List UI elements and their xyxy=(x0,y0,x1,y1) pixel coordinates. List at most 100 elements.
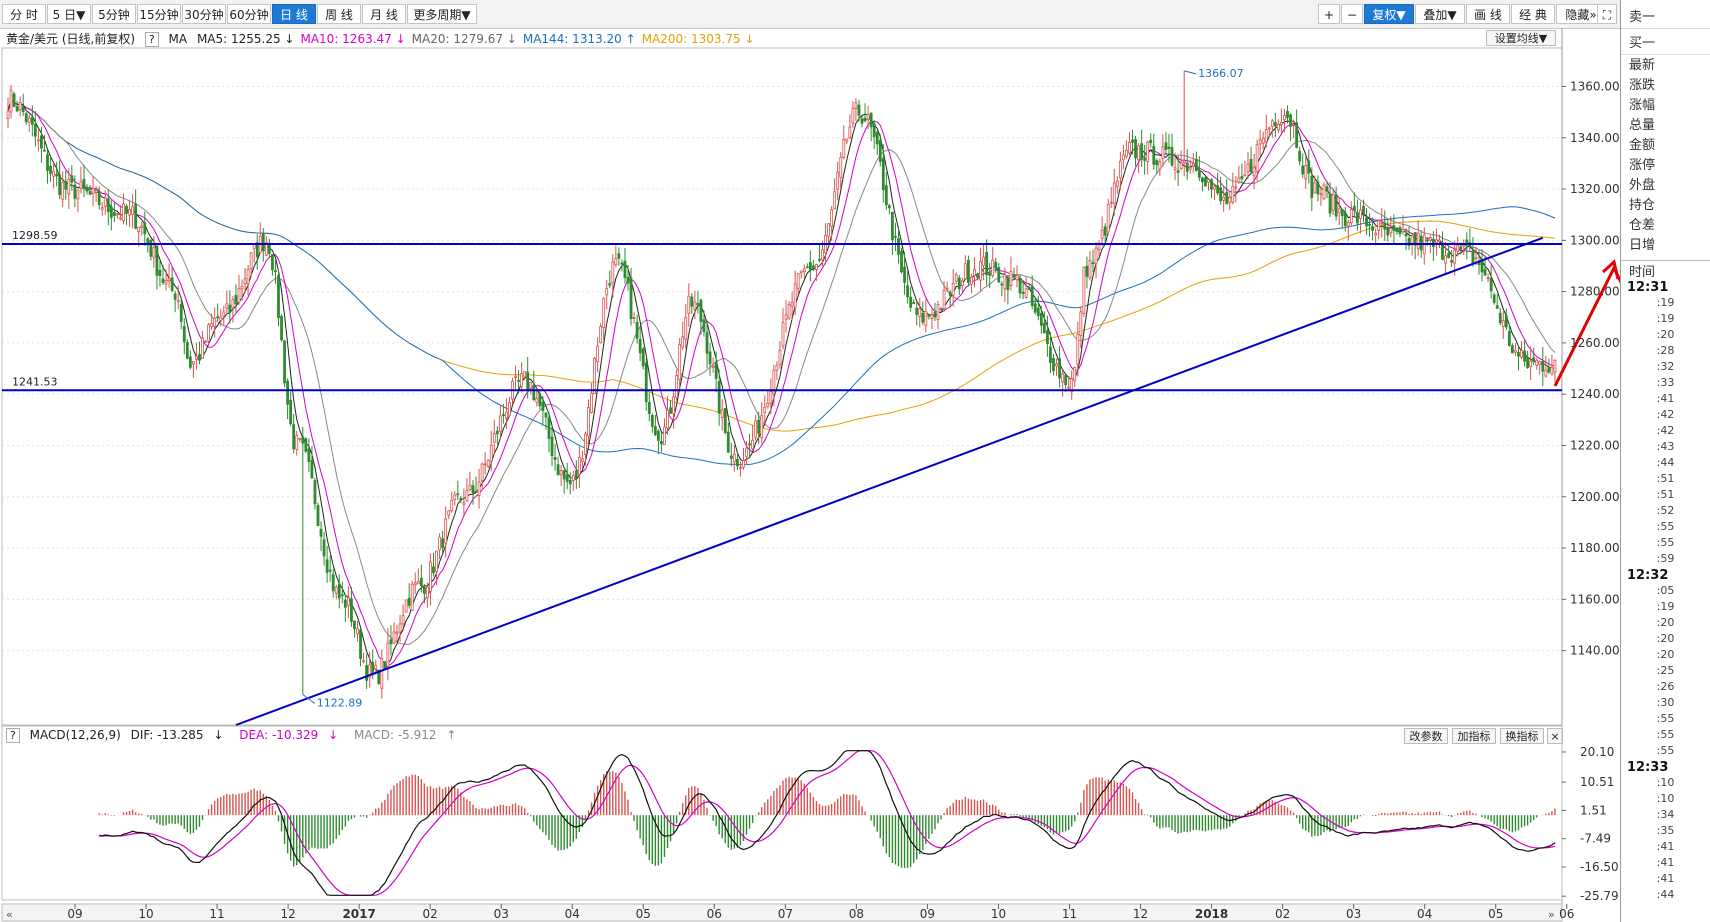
tick-time: :19 xyxy=(1656,296,1675,309)
period-button[interactable]: 周 线 xyxy=(317,4,361,24)
candle-body xyxy=(1216,185,1220,194)
candle-body xyxy=(1504,315,1508,328)
y-tick-label: 1360.00 xyxy=(1570,79,1620,93)
candle-body xyxy=(374,665,378,670)
tool-button[interactable]: − xyxy=(1341,4,1363,24)
candle-body xyxy=(149,240,153,257)
candle-body xyxy=(228,304,232,313)
candle-body xyxy=(1401,228,1405,233)
annotation-pointer xyxy=(1184,70,1197,75)
candle-body xyxy=(626,276,630,284)
candle-body xyxy=(255,242,259,258)
period-button[interactable]: 日 线 xyxy=(272,4,316,24)
candle-body xyxy=(1377,220,1381,231)
candle-body xyxy=(532,385,536,400)
candle-body xyxy=(790,301,794,307)
period-button[interactable]: 15分钟 xyxy=(137,4,181,24)
candle-body xyxy=(991,259,995,276)
candle-body xyxy=(1495,305,1499,309)
candle-body xyxy=(687,295,691,314)
tool-button[interactable]: 复权▼ xyxy=(1364,4,1414,24)
add-indicator-button[interactable]: 加指标 xyxy=(1452,728,1496,744)
candle-body xyxy=(419,577,423,586)
candle-body xyxy=(587,407,590,437)
ma-settings-button[interactable]: 设置均线▼ xyxy=(1486,30,1556,46)
candle-body xyxy=(477,481,481,497)
candle-body xyxy=(346,597,350,606)
candle-body xyxy=(1270,120,1274,127)
quote-field-label: 外盘 xyxy=(1629,178,1656,193)
candle-body xyxy=(1158,161,1162,170)
candle-body xyxy=(614,258,618,266)
edit-params-button[interactable]: 改参数 xyxy=(1404,728,1448,744)
x-tick-label: 03 xyxy=(1346,907,1361,921)
candle-body xyxy=(501,414,505,417)
candle-body xyxy=(957,277,961,290)
scroll-right-icon[interactable]: » xyxy=(1548,908,1555,921)
candle-body xyxy=(489,444,493,462)
candle-body xyxy=(283,340,286,384)
y-tick-label: 1200.00 xyxy=(1570,490,1620,504)
candle-body xyxy=(1273,122,1277,127)
period-button[interactable]: 30分钟 xyxy=(182,4,226,24)
tick-time: :34 xyxy=(1656,808,1675,821)
period-button[interactable]: 分 时 xyxy=(2,4,46,24)
candle-body xyxy=(1261,137,1265,144)
candle-body xyxy=(1356,212,1359,224)
period-button[interactable]: 5分钟 xyxy=(92,4,136,24)
candle-body xyxy=(27,117,31,123)
tool-button[interactable]: 画 线 xyxy=(1466,4,1510,24)
candle-body xyxy=(429,561,432,592)
fullscreen-icon[interactable]: ⛶ xyxy=(1597,4,1617,24)
tool-button[interactable]: 叠加▼ xyxy=(1415,4,1465,24)
candle-body xyxy=(459,498,463,501)
candle-body xyxy=(766,402,770,407)
period-button[interactable]: 5 日▼ xyxy=(47,4,91,24)
candle-body xyxy=(1431,238,1435,247)
candle-body xyxy=(1441,242,1444,260)
help-icon[interactable]: ? xyxy=(144,32,159,47)
candle-body xyxy=(161,278,165,283)
switch-indicator-button[interactable]: 换指标 xyxy=(1500,728,1544,744)
candle-body xyxy=(261,233,265,252)
candle-body xyxy=(295,435,299,450)
candle-body xyxy=(833,191,837,210)
macd-tick-label: 20.10 xyxy=(1580,745,1614,759)
candle-body xyxy=(1507,331,1511,346)
candle-body xyxy=(280,315,283,341)
ma-legend-item: MA20: 1279.67 ↓ xyxy=(411,32,517,46)
candle-body xyxy=(410,583,414,611)
candle-body xyxy=(219,316,223,321)
candle-body xyxy=(158,269,162,276)
candle-body xyxy=(909,296,913,308)
period-button[interactable]: 60分钟 xyxy=(227,4,271,24)
y-tick-label: 1180.00 xyxy=(1570,541,1620,555)
candle-body xyxy=(1532,357,1536,363)
candle-body xyxy=(1082,267,1086,314)
tick-time: :43 xyxy=(1656,440,1675,453)
tool-button[interactable]: + xyxy=(1318,4,1340,24)
candle-body xyxy=(1255,144,1259,172)
period-button[interactable]: 月 线 xyxy=(362,4,406,24)
candle-body xyxy=(1349,209,1353,224)
candle-body xyxy=(1121,154,1125,161)
candle-body xyxy=(30,116,34,125)
candle-body xyxy=(112,212,116,217)
candle-body xyxy=(271,254,274,271)
candle-body xyxy=(176,300,180,303)
candle-body xyxy=(623,260,627,279)
macd-help-icon[interactable]: ? xyxy=(6,728,20,743)
candle-body xyxy=(705,332,709,354)
candle-body xyxy=(359,629,362,659)
candle-body xyxy=(1036,307,1040,317)
candle-body xyxy=(711,365,715,368)
period-button[interactable]: 更多周期▼ xyxy=(407,4,477,24)
tool-button[interactable]: 隐藏» xyxy=(1556,4,1606,24)
candle-body xyxy=(40,135,43,149)
quote-field-label: 持仓 xyxy=(1629,198,1656,213)
tool-button[interactable]: 经 典 xyxy=(1511,4,1555,24)
candle-body xyxy=(848,126,852,139)
scroll-left-icon[interactable]: « xyxy=(6,908,13,921)
candle-body xyxy=(1088,259,1092,279)
